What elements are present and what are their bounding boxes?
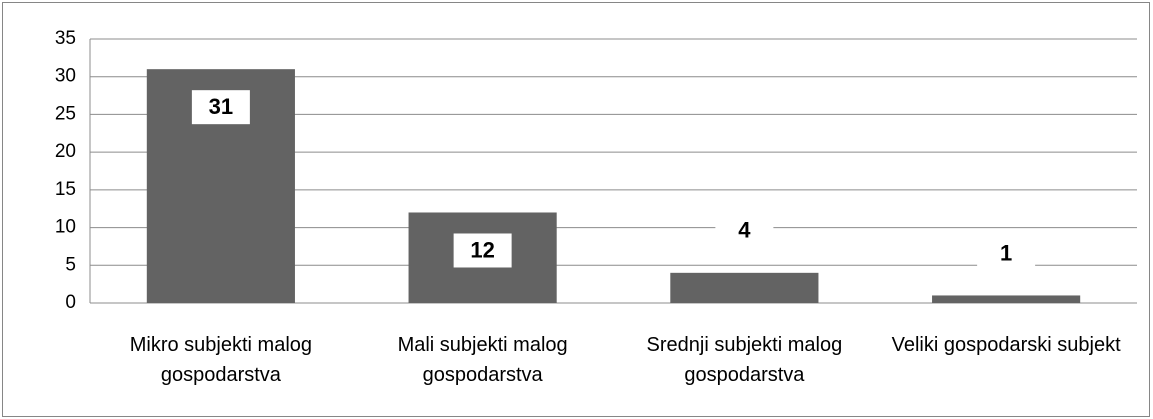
x-tick-label: Mikro subjekti malog gospodarstva	[129, 334, 313, 386]
data-label-box	[453, 233, 512, 268]
data-label: 31	[209, 94, 233, 119]
y-tick-label: 25	[55, 103, 76, 124]
x-tick-label: Mali subjekti malog gospodarstva	[397, 334, 568, 386]
data-label-box	[715, 213, 774, 248]
data-label-box	[191, 90, 250, 125]
y-tick-label: 15	[55, 179, 76, 200]
y-tick-label: 10	[55, 217, 76, 238]
y-tick-label: 5	[65, 254, 76, 275]
bar	[670, 272, 819, 303]
y-tick-label: 30	[55, 66, 76, 87]
y-tick-label: 20	[55, 141, 76, 162]
bar	[932, 295, 1081, 303]
data-label: 4	[738, 218, 751, 243]
y-tick-label: 35	[55, 28, 76, 49]
y-tick-label: 0	[65, 292, 76, 313]
data-label-box	[977, 236, 1036, 271]
data-label: 12	[470, 237, 494, 262]
data-label: 1	[1000, 240, 1012, 265]
x-tick-label: Veliki gospodarski subjekt	[891, 334, 1121, 356]
x-tick-label: Srednji subjekti malog gospodarstva	[646, 334, 843, 386]
